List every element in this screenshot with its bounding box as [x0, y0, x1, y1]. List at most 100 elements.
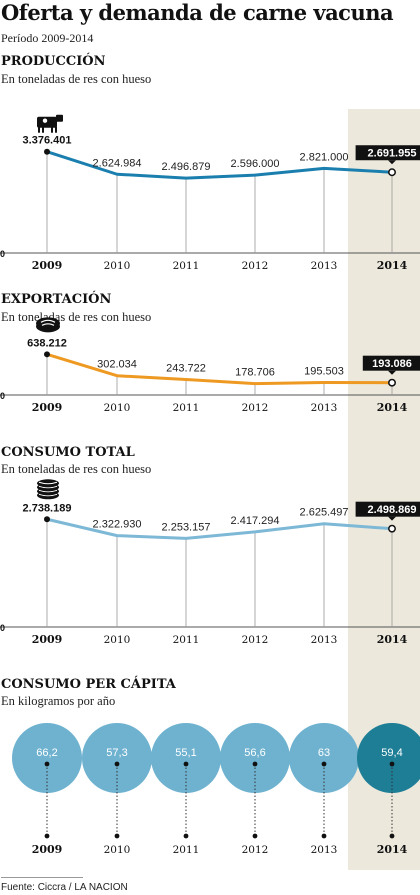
x-tick-label: 2013 — [311, 844, 338, 856]
source-divider — [1, 877, 83, 878]
y-zero-label: 0 — [0, 391, 5, 401]
section-subtitle-consumo-per-capita: En kilogramos por año — [1, 694, 116, 708]
bubble-anchor — [44, 833, 50, 839]
data-label: 2.624.984 — [93, 157, 142, 169]
x-tick-label: 2013 — [311, 402, 338, 414]
page-subtitle: Período 2009-2014 — [1, 31, 94, 45]
plate-edge — [38, 489, 58, 493]
data-point — [44, 351, 50, 358]
data-label-pointer — [388, 160, 396, 165]
cow-leg — [51, 126, 53, 133]
bubble — [82, 723, 152, 793]
section-title-produccion: PRODUCCIÓN — [1, 54, 106, 69]
x-tick-label: 2012 — [242, 844, 269, 856]
y-zero-label: 0 — [0, 623, 5, 633]
data-label: 2.417.294 — [231, 515, 280, 527]
data-label-pointer — [388, 516, 396, 521]
plate-edge — [38, 481, 58, 485]
data-label: 2.253.157 — [162, 521, 211, 533]
bubble — [357, 723, 420, 793]
x-tick-label: 2014 — [377, 843, 408, 856]
data-point — [388, 168, 396, 177]
steak-icon — [36, 317, 60, 333]
cow-head — [56, 114, 63, 122]
data-label: 2.322.930 — [93, 519, 142, 531]
x-tick-label: 2013 — [311, 260, 338, 272]
cow-leg — [55, 126, 57, 133]
x-tick-label: 2014 — [377, 633, 408, 646]
data-label: 2.498.869 — [368, 504, 417, 516]
bubble-anchor — [252, 833, 258, 839]
bubble-point — [114, 761, 120, 767]
data-label: 302.034 — [97, 359, 137, 371]
data-label-box — [362, 355, 420, 371]
x-tick-label: 2010 — [104, 260, 131, 272]
bubble-label: 66,2 — [36, 747, 57, 759]
x-tick-label: 2014 — [377, 401, 408, 414]
section-title-exportacion: EXPORTACIÓN — [1, 292, 112, 307]
x-tick-label: 2012 — [242, 260, 269, 272]
data-label: 638.212 — [27, 337, 67, 349]
x-tick-label: 2011 — [173, 260, 200, 272]
bubble-anchor — [321, 833, 327, 839]
bubble-anchor — [114, 833, 120, 839]
x-tick-label: 2012 — [242, 402, 269, 414]
bubble-label: 63 — [318, 747, 330, 759]
data-point — [44, 148, 50, 155]
data-point — [388, 524, 396, 533]
data-label-pointer — [388, 370, 396, 375]
plate-edge — [38, 485, 58, 489]
x-tick-label: 2011 — [173, 634, 200, 646]
x-tick-label: 2012 — [242, 634, 269, 646]
bubble-label: 57,3 — [106, 747, 127, 759]
data-label-box — [355, 501, 420, 517]
data-label: 193.086 — [372, 358, 412, 370]
data-label-box — [355, 145, 420, 161]
data-point — [44, 516, 50, 523]
bubble — [289, 723, 359, 793]
series-line — [46, 352, 393, 386]
steak-marbling — [41, 323, 55, 326]
cow-body — [37, 116, 57, 128]
x-tick-label: 2009 — [32, 633, 63, 646]
cow-leg — [42, 126, 44, 133]
x-tick-label: 2009 — [32, 259, 63, 272]
data-label: 178.706 — [235, 367, 275, 379]
x-tick-label: 2013 — [311, 634, 338, 646]
data-label: 3.376.401 — [23, 135, 72, 147]
bubble-point — [44, 761, 50, 767]
bubble-point — [389, 761, 395, 767]
meat-plate-icon — [37, 479, 59, 500]
bubble-label: 55,1 — [175, 747, 196, 759]
bubble-anchor — [183, 833, 189, 839]
bubble — [12, 723, 82, 793]
data-point — [388, 378, 396, 387]
data-label: 195.503 — [304, 366, 344, 378]
bubble-point — [252, 761, 258, 767]
data-label: 2.821.000 — [300, 151, 349, 163]
data-label: 2.625.497 — [300, 507, 349, 519]
section-title-consumo-total: CONSUMO TOTAL — [1, 445, 135, 460]
cow-spot — [42, 118, 48, 123]
bubble-point — [321, 761, 327, 767]
x-tick-label: 2009 — [32, 843, 63, 856]
data-label: 2.496.879 — [162, 161, 211, 173]
section-subtitle-produccion: En toneladas de res con hueso — [1, 72, 152, 86]
bubble-label: 59,4 — [381, 747, 402, 759]
y-zero-label: 0 — [0, 249, 5, 259]
data-label: 2.691.955 — [368, 148, 417, 160]
bubble-point — [183, 761, 189, 767]
data-label: 243.722 — [166, 362, 206, 374]
steak-marbling — [40, 319, 56, 323]
cow-leg — [38, 126, 40, 133]
bubble-anchor — [389, 833, 395, 839]
series-line — [46, 150, 393, 180]
page-title: Oferta y demanda de carne vacuna — [1, 0, 394, 25]
section-subtitle-consumo-total: En toneladas de res con hueso — [1, 462, 152, 476]
data-label: 2.596.000 — [231, 158, 280, 170]
x-tick-label: 2010 — [104, 402, 131, 414]
bubble — [220, 723, 290, 793]
data-label: 2.738.189 — [23, 502, 72, 514]
x-tick-label: 2011 — [173, 844, 200, 856]
